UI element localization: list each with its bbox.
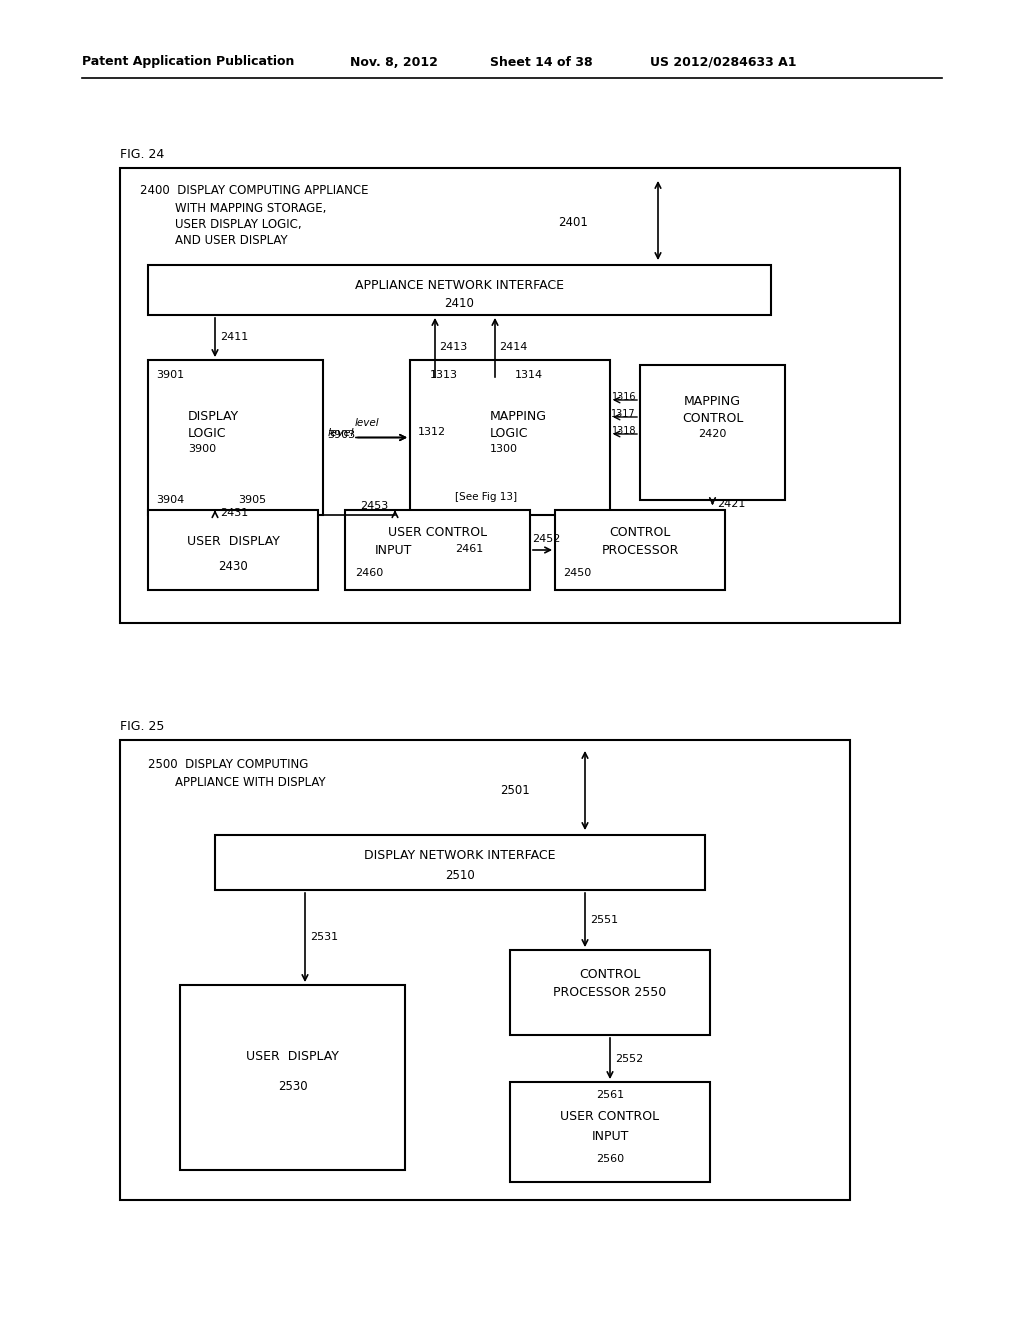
Bar bbox=[148, 510, 318, 590]
Text: 2431: 2431 bbox=[220, 507, 248, 517]
Text: FIG. 25: FIG. 25 bbox=[120, 719, 165, 733]
Text: 1300: 1300 bbox=[490, 444, 518, 454]
Text: 1314: 1314 bbox=[515, 370, 543, 380]
Text: 2452: 2452 bbox=[532, 535, 560, 544]
Bar bbox=[215, 836, 705, 890]
Text: 2510: 2510 bbox=[445, 869, 475, 882]
Text: 2411: 2411 bbox=[220, 333, 248, 342]
Text: 2414: 2414 bbox=[499, 342, 527, 352]
Text: [See Fig 13]: [See Fig 13] bbox=[455, 492, 517, 502]
Text: 2421: 2421 bbox=[718, 499, 745, 510]
Text: 2401: 2401 bbox=[558, 215, 588, 228]
Bar bbox=[510, 1082, 710, 1181]
Text: 2560: 2560 bbox=[596, 1154, 624, 1164]
Bar bbox=[510, 950, 710, 1035]
Text: AND USER DISPLAY: AND USER DISPLAY bbox=[175, 234, 288, 247]
Text: 3900: 3900 bbox=[188, 444, 216, 454]
Bar bbox=[120, 741, 850, 1200]
Bar bbox=[410, 360, 610, 515]
Text: level: level bbox=[355, 417, 380, 428]
Text: 1316: 1316 bbox=[611, 392, 636, 403]
Bar bbox=[345, 510, 530, 590]
Text: 2410: 2410 bbox=[444, 297, 474, 310]
Text: PROCESSOR: PROCESSOR bbox=[601, 544, 679, 557]
Text: 1312: 1312 bbox=[418, 426, 446, 437]
Text: LOGIC: LOGIC bbox=[188, 426, 226, 440]
Text: DISPLAY: DISPLAY bbox=[188, 411, 240, 422]
Text: 2551: 2551 bbox=[590, 915, 618, 925]
Text: Sheet 14 of 38: Sheet 14 of 38 bbox=[490, 55, 593, 69]
Text: CONTROL: CONTROL bbox=[580, 968, 641, 981]
Text: 2531: 2531 bbox=[310, 932, 338, 942]
Text: 2450: 2450 bbox=[563, 568, 591, 578]
Text: APPLIANCE NETWORK INTERFACE: APPLIANCE NETWORK INTERFACE bbox=[355, 279, 564, 292]
Text: 2501: 2501 bbox=[500, 784, 529, 796]
Text: USER  DISPLAY: USER DISPLAY bbox=[186, 535, 280, 548]
Text: USER DISPLAY LOGIC,: USER DISPLAY LOGIC, bbox=[175, 218, 302, 231]
Text: level: level bbox=[328, 428, 354, 437]
Text: 2530: 2530 bbox=[278, 1080, 307, 1093]
Text: 2453: 2453 bbox=[360, 502, 388, 511]
Text: 3904: 3904 bbox=[156, 495, 184, 506]
Text: FIG. 24: FIG. 24 bbox=[120, 148, 164, 161]
Text: Patent Application Publication: Patent Application Publication bbox=[82, 55, 294, 69]
Text: USER CONTROL: USER CONTROL bbox=[388, 525, 487, 539]
Text: CONTROL: CONTROL bbox=[682, 412, 743, 425]
Text: PROCESSOR 2550: PROCESSOR 2550 bbox=[553, 986, 667, 999]
Text: 2413: 2413 bbox=[439, 342, 467, 352]
Text: Nov. 8, 2012: Nov. 8, 2012 bbox=[350, 55, 438, 69]
Text: 2461: 2461 bbox=[455, 544, 483, 554]
Text: USER  DISPLAY: USER DISPLAY bbox=[246, 1049, 339, 1063]
Text: CONTROL: CONTROL bbox=[609, 525, 671, 539]
Text: 2500  DISPLAY COMPUTING: 2500 DISPLAY COMPUTING bbox=[148, 758, 308, 771]
Text: MAPPING: MAPPING bbox=[684, 395, 741, 408]
Text: 2400  DISPLAY COMPUTING APPLIANCE: 2400 DISPLAY COMPUTING APPLIANCE bbox=[140, 183, 369, 197]
Bar bbox=[640, 366, 785, 500]
Text: 1313: 1313 bbox=[430, 370, 458, 380]
Text: 3901: 3901 bbox=[156, 370, 184, 380]
Text: MAPPING: MAPPING bbox=[490, 411, 547, 422]
Text: 1317: 1317 bbox=[611, 409, 636, 418]
Text: 2430: 2430 bbox=[218, 560, 248, 573]
Text: INPUT: INPUT bbox=[591, 1130, 629, 1143]
Text: DISPLAY NETWORK INTERFACE: DISPLAY NETWORK INTERFACE bbox=[365, 849, 556, 862]
Text: 2552: 2552 bbox=[615, 1053, 643, 1064]
Text: 1318: 1318 bbox=[611, 426, 636, 436]
Text: APPLIANCE WITH DISPLAY: APPLIANCE WITH DISPLAY bbox=[175, 776, 326, 789]
Text: 3903: 3903 bbox=[327, 430, 355, 440]
Text: 3905: 3905 bbox=[238, 495, 266, 506]
Text: 2460: 2460 bbox=[355, 568, 383, 578]
Text: WITH MAPPING STORAGE,: WITH MAPPING STORAGE, bbox=[175, 202, 327, 215]
Text: LOGIC: LOGIC bbox=[490, 426, 528, 440]
Text: INPUT: INPUT bbox=[375, 544, 413, 557]
Bar bbox=[148, 265, 771, 315]
Bar bbox=[120, 168, 900, 623]
Bar bbox=[148, 360, 323, 515]
Text: 2420: 2420 bbox=[698, 429, 727, 440]
Text: 2561: 2561 bbox=[596, 1090, 624, 1100]
Bar bbox=[180, 985, 406, 1170]
Bar bbox=[555, 510, 725, 590]
Text: USER CONTROL: USER CONTROL bbox=[560, 1110, 659, 1123]
Text: US 2012/0284633 A1: US 2012/0284633 A1 bbox=[650, 55, 797, 69]
